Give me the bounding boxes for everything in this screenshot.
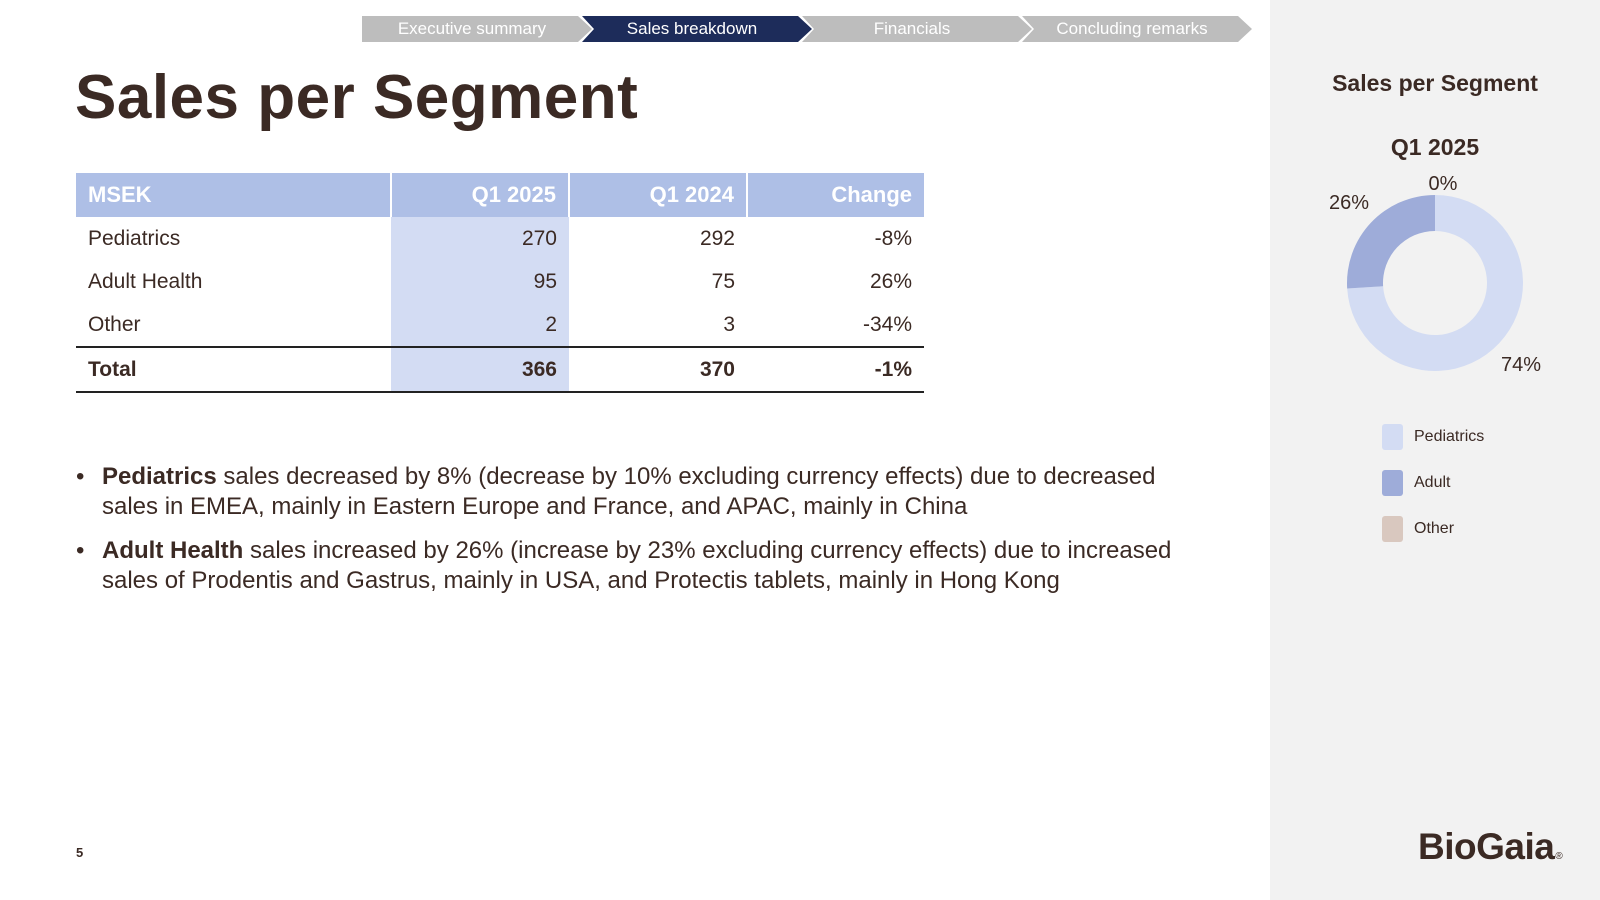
commentary-bullets: • Pediatrics sales decreased by 8% (decre… <box>76 462 1196 610</box>
cell-change: -34% <box>862 312 912 336</box>
bullet-dot-icon: • <box>76 463 85 490</box>
total-q1-2025: 366 <box>391 346 569 393</box>
cell-q1-2024: 3 <box>723 312 735 336</box>
chevron-shape <box>362 16 592 42</box>
bullet-text: sales decreased by 8% (decrease by 10% e… <box>102 463 1156 520</box>
chart-title: Q1 2025 <box>1391 134 1479 160</box>
table-header-q1-2024: Q1 2024 <box>569 173 748 217</box>
biogaia-logo: BioGaia® <box>1418 826 1563 868</box>
cell-change: -8% <box>874 226 912 250</box>
row-label: Other <box>88 312 141 336</box>
table-header-q1-2025: Q1 2025 <box>391 173 570 217</box>
bullet-adult-health: • Adult Health sales increased by 26% (in… <box>76 536 1196 596</box>
slide-main: Executive summary Sales breakdown Financ… <box>75 16 1252 860</box>
nav-item-label: Financials <box>873 19 951 38</box>
total-change: -1% <box>747 346 924 393</box>
nav-item-financials[interactable]: Financials <box>802 16 1034 42</box>
section-nav: Executive summary Sales breakdown Financ… <box>362 16 1252 42</box>
page-number: 5 <box>76 845 84 860</box>
legend-swatch <box>1382 424 1403 450</box>
chevron-shape <box>582 16 812 42</box>
row-label: Pediatrics <box>88 226 181 250</box>
data-label-pediatrics: 74% <box>1501 354 1541 376</box>
chevron-shape <box>1022 16 1252 42</box>
legend-swatch <box>1382 470 1403 496</box>
side-panel: Sales per Segment Q1 2025 74% 26% 0% Pedia… <box>1270 0 1600 900</box>
cell-q1-2025: 2 <box>391 303 569 347</box>
cell-q1-2024: 292 <box>699 226 735 250</box>
cell-change: 26% <box>869 269 912 293</box>
bullet-pediatrics: • Pediatrics sales decreased by 8% (decre… <box>76 462 1196 522</box>
table-row: Pediatrics 270 292 -8% <box>76 217 924 260</box>
page-title: Sales per Segment <box>75 63 639 132</box>
table-row: Other 2 3 -34% <box>76 303 924 347</box>
chevron-shape <box>802 16 1032 42</box>
nav-item-executive-summary[interactable]: Executive summary <box>362 16 594 42</box>
donut-chart: Q1 2025 74% 26% 0% <box>1329 134 1541 376</box>
legend-label: Adult <box>1414 474 1451 491</box>
table-header-row: MSEK Q1 2025 Q1 2024 Change <box>76 173 924 217</box>
bullet-dot-icon: • <box>76 537 85 564</box>
table-header-msek: MSEK <box>76 173 392 217</box>
data-label-adult: 26% <box>1329 192 1369 214</box>
table-header-change: Change <box>747 173 924 217</box>
bullet-bold-text: Pediatrics <box>102 463 217 490</box>
nav-item-sales-breakdown[interactable]: Sales breakdown <box>582 16 814 42</box>
bullet-text: sales increased by 26% (increase by 23% … <box>102 537 1172 594</box>
donut-slice-adult <box>1347 195 1435 289</box>
table-total-row: Total 366 370 -1% <box>76 346 924 393</box>
bullet-bold-text: Adult Health <box>102 537 244 564</box>
legend-label: Other <box>1414 520 1455 537</box>
nav-item-concluding-remarks[interactable]: Concluding remarks <box>1022 16 1254 42</box>
donut-slice-pediatrics <box>1347 195 1523 371</box>
legend-label: Pediatrics <box>1414 428 1485 445</box>
sales-table: MSEK Q1 2025 Q1 2024 Change Pediatrics 2… <box>76 173 924 393</box>
total-label: Total <box>76 346 391 393</box>
cell-q1-2024: 75 <box>711 269 735 293</box>
legend-swatch <box>1382 516 1403 542</box>
nav-item-label: Sales breakdown <box>626 19 758 38</box>
cell-q1-2025: 270 <box>391 217 569 260</box>
side-title: Sales per Segment <box>1332 70 1538 96</box>
data-label-other: 0% <box>1429 173 1458 195</box>
nav-item-label: Executive summary <box>397 19 547 38</box>
row-label: Adult Health <box>88 269 203 293</box>
logo-registered-mark: ® <box>1555 851 1563 862</box>
nav-item-label: Concluding remarks <box>1056 19 1208 38</box>
logo-text: BioGaia <box>1418 826 1555 867</box>
total-q1-2024: 370 <box>569 346 747 393</box>
table-row: Adult Health 95 75 26% <box>76 260 924 303</box>
cell-q1-2025: 95 <box>391 260 569 303</box>
